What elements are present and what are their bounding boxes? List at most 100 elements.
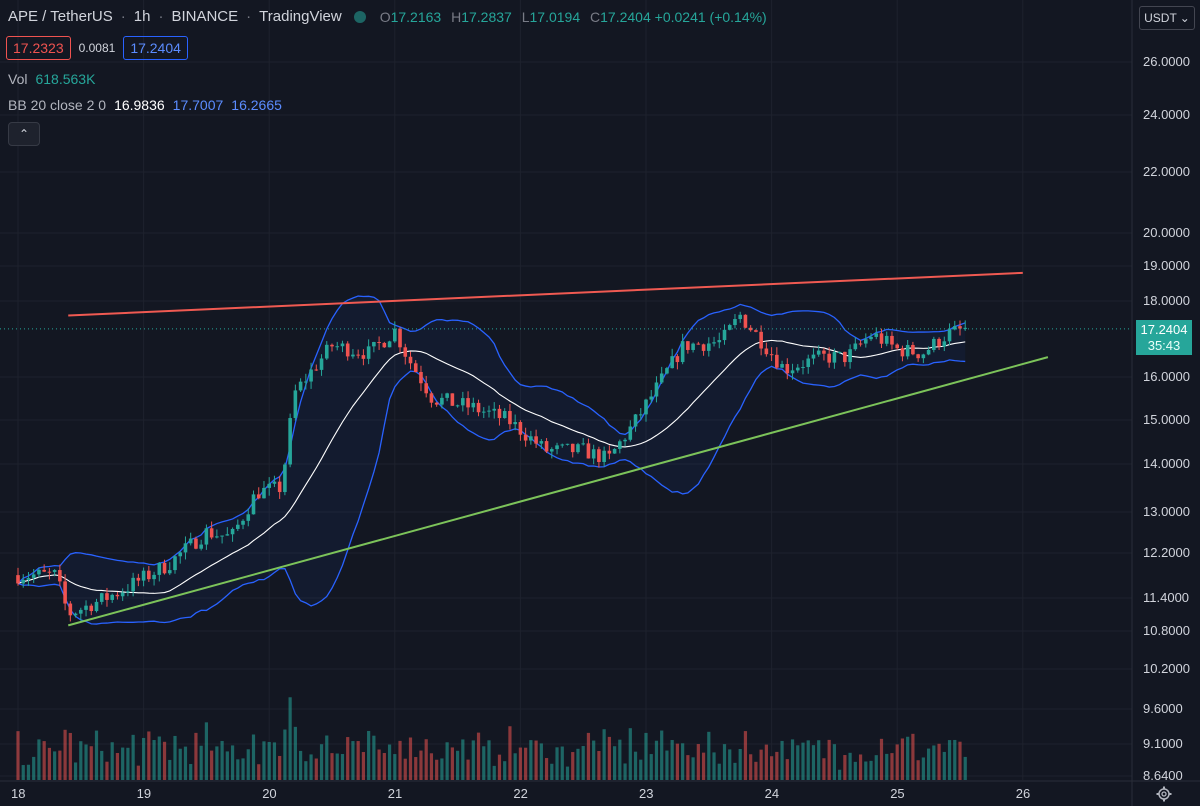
candle-body [707,343,711,351]
price-tick-label: 8.6400 [1143,768,1183,783]
time-tick-label: 25 [890,786,905,801]
volume-bar [497,754,502,780]
candle-body [874,333,879,337]
volume-legend[interactable]: Vol 618.563K [8,71,95,87]
candle-body [769,354,774,356]
volume-bar [435,759,439,780]
candle-body [754,330,758,332]
candle-body [68,603,73,616]
candle-body [487,410,491,412]
volume-bar [53,751,57,780]
volume-bar [890,753,894,780]
volume-bar [539,743,543,780]
candle-body [764,348,769,355]
candle-body [858,343,863,345]
volume-bar [932,745,936,780]
volume-bar [476,732,481,780]
candle-body [513,422,517,425]
volume-bar [775,751,779,780]
volume-bar [361,752,365,780]
volume-bar [152,740,156,780]
candle-body [790,370,795,374]
candle-body [701,344,706,351]
candle-body [152,574,156,580]
candle-body [79,609,83,614]
candle-body [947,329,952,342]
currency-selector[interactable]: USDT ⌄ [1139,6,1195,30]
volume-bar [293,726,297,780]
time-tick-label: 24 [764,786,780,801]
candle-body [429,393,434,403]
volume-bar [853,761,857,780]
candle-body [942,341,947,347]
candle-body [372,342,376,347]
collapse-legend-button[interactable]: ⌃ [8,122,40,146]
candle-body [733,319,737,326]
volume-bar [414,757,418,780]
price-tick-label: 9.1000 [1143,736,1183,751]
volume-bar [544,758,549,780]
volume-bar [738,748,742,780]
volume-bar [16,731,20,780]
candle-body [785,364,790,374]
candle-body [900,348,905,357]
buy-price-button[interactable]: 17.2404 [123,36,188,60]
volume-bar [717,763,721,780]
low-value: 17.0194 [529,8,581,25]
candle-body [387,341,392,348]
volume-bar [801,742,805,780]
candle-body [497,408,502,419]
candle-body [314,369,319,371]
spread-value: 0.0081 [78,41,116,55]
volume-bar [770,756,774,780]
candle-body [450,393,455,406]
candle-body [309,369,313,382]
volume-bar [440,758,444,780]
volume-bar [314,758,318,780]
volume-bar [262,741,266,780]
gear-icon[interactable] [1156,786,1172,802]
candle-body [398,328,402,348]
candle-body [963,327,968,329]
volume-bar [230,745,235,780]
volume-bar [204,722,208,780]
volume-bar [194,732,198,780]
candle-body [539,441,544,444]
candle-body [890,335,894,345]
candle-body [638,414,643,416]
volume-bar [58,750,62,780]
volume-bar [644,732,648,780]
candle-body [659,373,664,383]
bollinger-legend[interactable]: BB 20 close 2 0 16.9836 17.7007 16.2665 [8,97,282,113]
volume-bar [147,731,151,780]
candle-body [461,398,465,406]
candle-body [717,340,722,343]
volume-bar [63,729,67,780]
time-tick-label: 20 [262,786,277,801]
volume-bar [681,743,685,780]
symbol-name[interactable]: APE / TetherUS [8,8,113,25]
candle-body [120,592,125,597]
candle-body [52,570,57,573]
volume-bar [701,752,706,780]
candle-body [921,354,926,359]
candle-body [188,538,193,544]
volume-bar [115,753,120,780]
volume-bar [382,753,386,780]
interval-label[interactable]: 1h [133,8,151,25]
volume-bar [126,747,130,780]
bb-lower-line [17,359,966,625]
volume-bar [288,697,292,780]
volume-bar [189,764,193,780]
volume-bar [947,740,952,780]
volume-bar [89,746,93,780]
volume-bar [278,755,282,780]
volume-bar [178,748,182,780]
volume-bar [675,743,679,780]
bb-lower-value: 16.2665 [231,97,282,113]
volume-bar [958,741,962,780]
candle-body [167,570,172,574]
sell-price-button[interactable]: 17.2323 [6,36,71,60]
